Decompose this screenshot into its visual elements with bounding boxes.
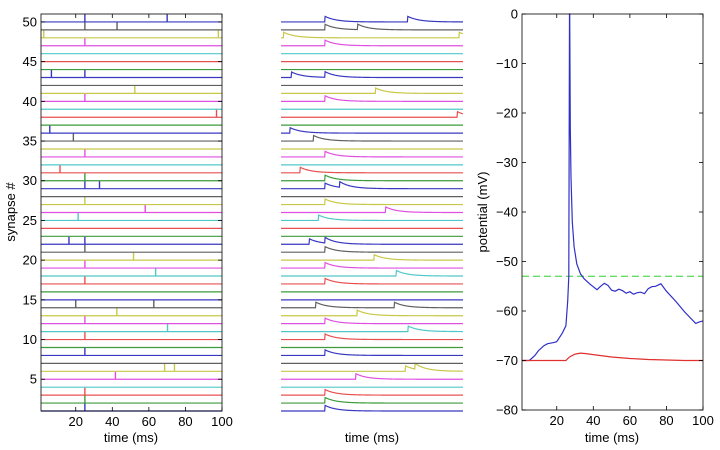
psp-trace-1	[281, 404, 463, 412]
raster-xtick-label: 100	[211, 414, 233, 429]
potential-xtick-label: 20	[550, 413, 564, 428]
raster-xlabel: time (ms)	[104, 430, 158, 445]
psp-trace-3	[281, 388, 463, 396]
psp-trace-26	[281, 205, 463, 214]
potential-ytick-label: −60	[496, 304, 518, 319]
psp-xlabel: time (ms)	[345, 430, 399, 445]
psp-trace-19	[281, 261, 463, 269]
potential-ylabel: potential (mV)	[475, 172, 490, 253]
psp-trace-10	[281, 333, 463, 341]
raster-ytick-label: 45	[23, 54, 37, 69]
potential-ytick-label: −40	[496, 205, 518, 220]
psp-trace-8	[281, 348, 463, 357]
potential-axes-box	[521, 13, 704, 411]
potential-trace-blue	[522, 13, 704, 362]
psp-trace-22	[281, 236, 463, 245]
potential-xtick-label: 60	[623, 413, 637, 428]
psp-trace-11	[281, 325, 463, 333]
psp-trace-29	[281, 180, 463, 190]
psp-trace-50	[281, 15, 463, 23]
raster-xtick-label: 60	[142, 414, 156, 429]
raster-axes-box	[40, 13, 223, 412]
raster-xtick-label: 80	[178, 414, 192, 429]
raster-ylabel: synapse #	[3, 182, 18, 242]
raster-ytick-label: 35	[23, 134, 37, 149]
psp-trace-33	[281, 150, 463, 158]
potential-ytick-label: −70	[496, 353, 518, 368]
psp-trace-49	[281, 23, 463, 31]
potential-ytick-label: −30	[496, 155, 518, 170]
psp-trace-17	[281, 277, 463, 285]
psp-trace-13	[281, 309, 463, 317]
psp-trace-40	[281, 94, 463, 102]
psp-trace-6	[281, 362, 464, 372]
psp-trace-25	[281, 214, 463, 222]
potential-xtick-label: 100	[692, 413, 714, 428]
psp-trace-31	[281, 166, 463, 174]
raster-ytick-label: 5	[30, 372, 37, 387]
psp-trace-27	[281, 198, 463, 206]
potential-xtick-label: 80	[659, 413, 673, 428]
psp-trace-30	[281, 174, 463, 182]
psp-trace-38	[281, 110, 464, 118]
psp-trace-43	[281, 70, 463, 79]
psp-trace-20	[281, 253, 463, 261]
raster-ytick-label: 30	[23, 173, 37, 188]
psp-trace-48	[281, 31, 464, 39]
psp-trace-47	[281, 39, 463, 47]
raster-ytick-label: 40	[23, 94, 37, 109]
raster-ytick-label: 20	[23, 253, 37, 268]
psp-trace-2	[281, 396, 463, 404]
psp-traces-plot	[281, 15, 464, 412]
raster-xtick-label: 40	[105, 414, 119, 429]
psp-trace-36	[281, 126, 463, 134]
psp-trace-21	[281, 245, 463, 253]
raster-ytick-label: 10	[23, 332, 37, 347]
potential-ytick-label: −20	[496, 106, 518, 121]
membrane-potential-plot: 20 40 60 80 100 0 −10 −20 −30 −40 −50 −60 −70 −80	[496, 7, 714, 429]
potential-xlabel: time (ms)	[585, 430, 639, 445]
potential-ytick-label: 0	[511, 7, 518, 22]
potential-trace-red	[522, 352, 703, 362]
psp-trace-14	[281, 301, 463, 309]
potential-xtick-label: 40	[586, 413, 600, 428]
psp-trace-41	[281, 87, 463, 94]
potential-ytick-label: −50	[496, 254, 518, 269]
psp-trace-12	[281, 317, 463, 325]
raster-xtick-label: 20	[69, 414, 83, 429]
potential-ytick-label: −10	[496, 56, 518, 71]
psp-trace-18	[281, 269, 463, 277]
psp-trace-5	[281, 372, 463, 380]
raster-ytick-label: 15	[23, 292, 37, 307]
raster-ytick-label: 25	[23, 213, 37, 228]
potential-ytick-label: −80	[496, 403, 518, 418]
raster-plot: 20 40 60 80 100 5 10 15 20 25 30 35 40 45 50	[23, 13, 233, 429]
raster-ytick-label: 50	[23, 14, 37, 29]
psp-trace-35	[281, 134, 463, 142]
